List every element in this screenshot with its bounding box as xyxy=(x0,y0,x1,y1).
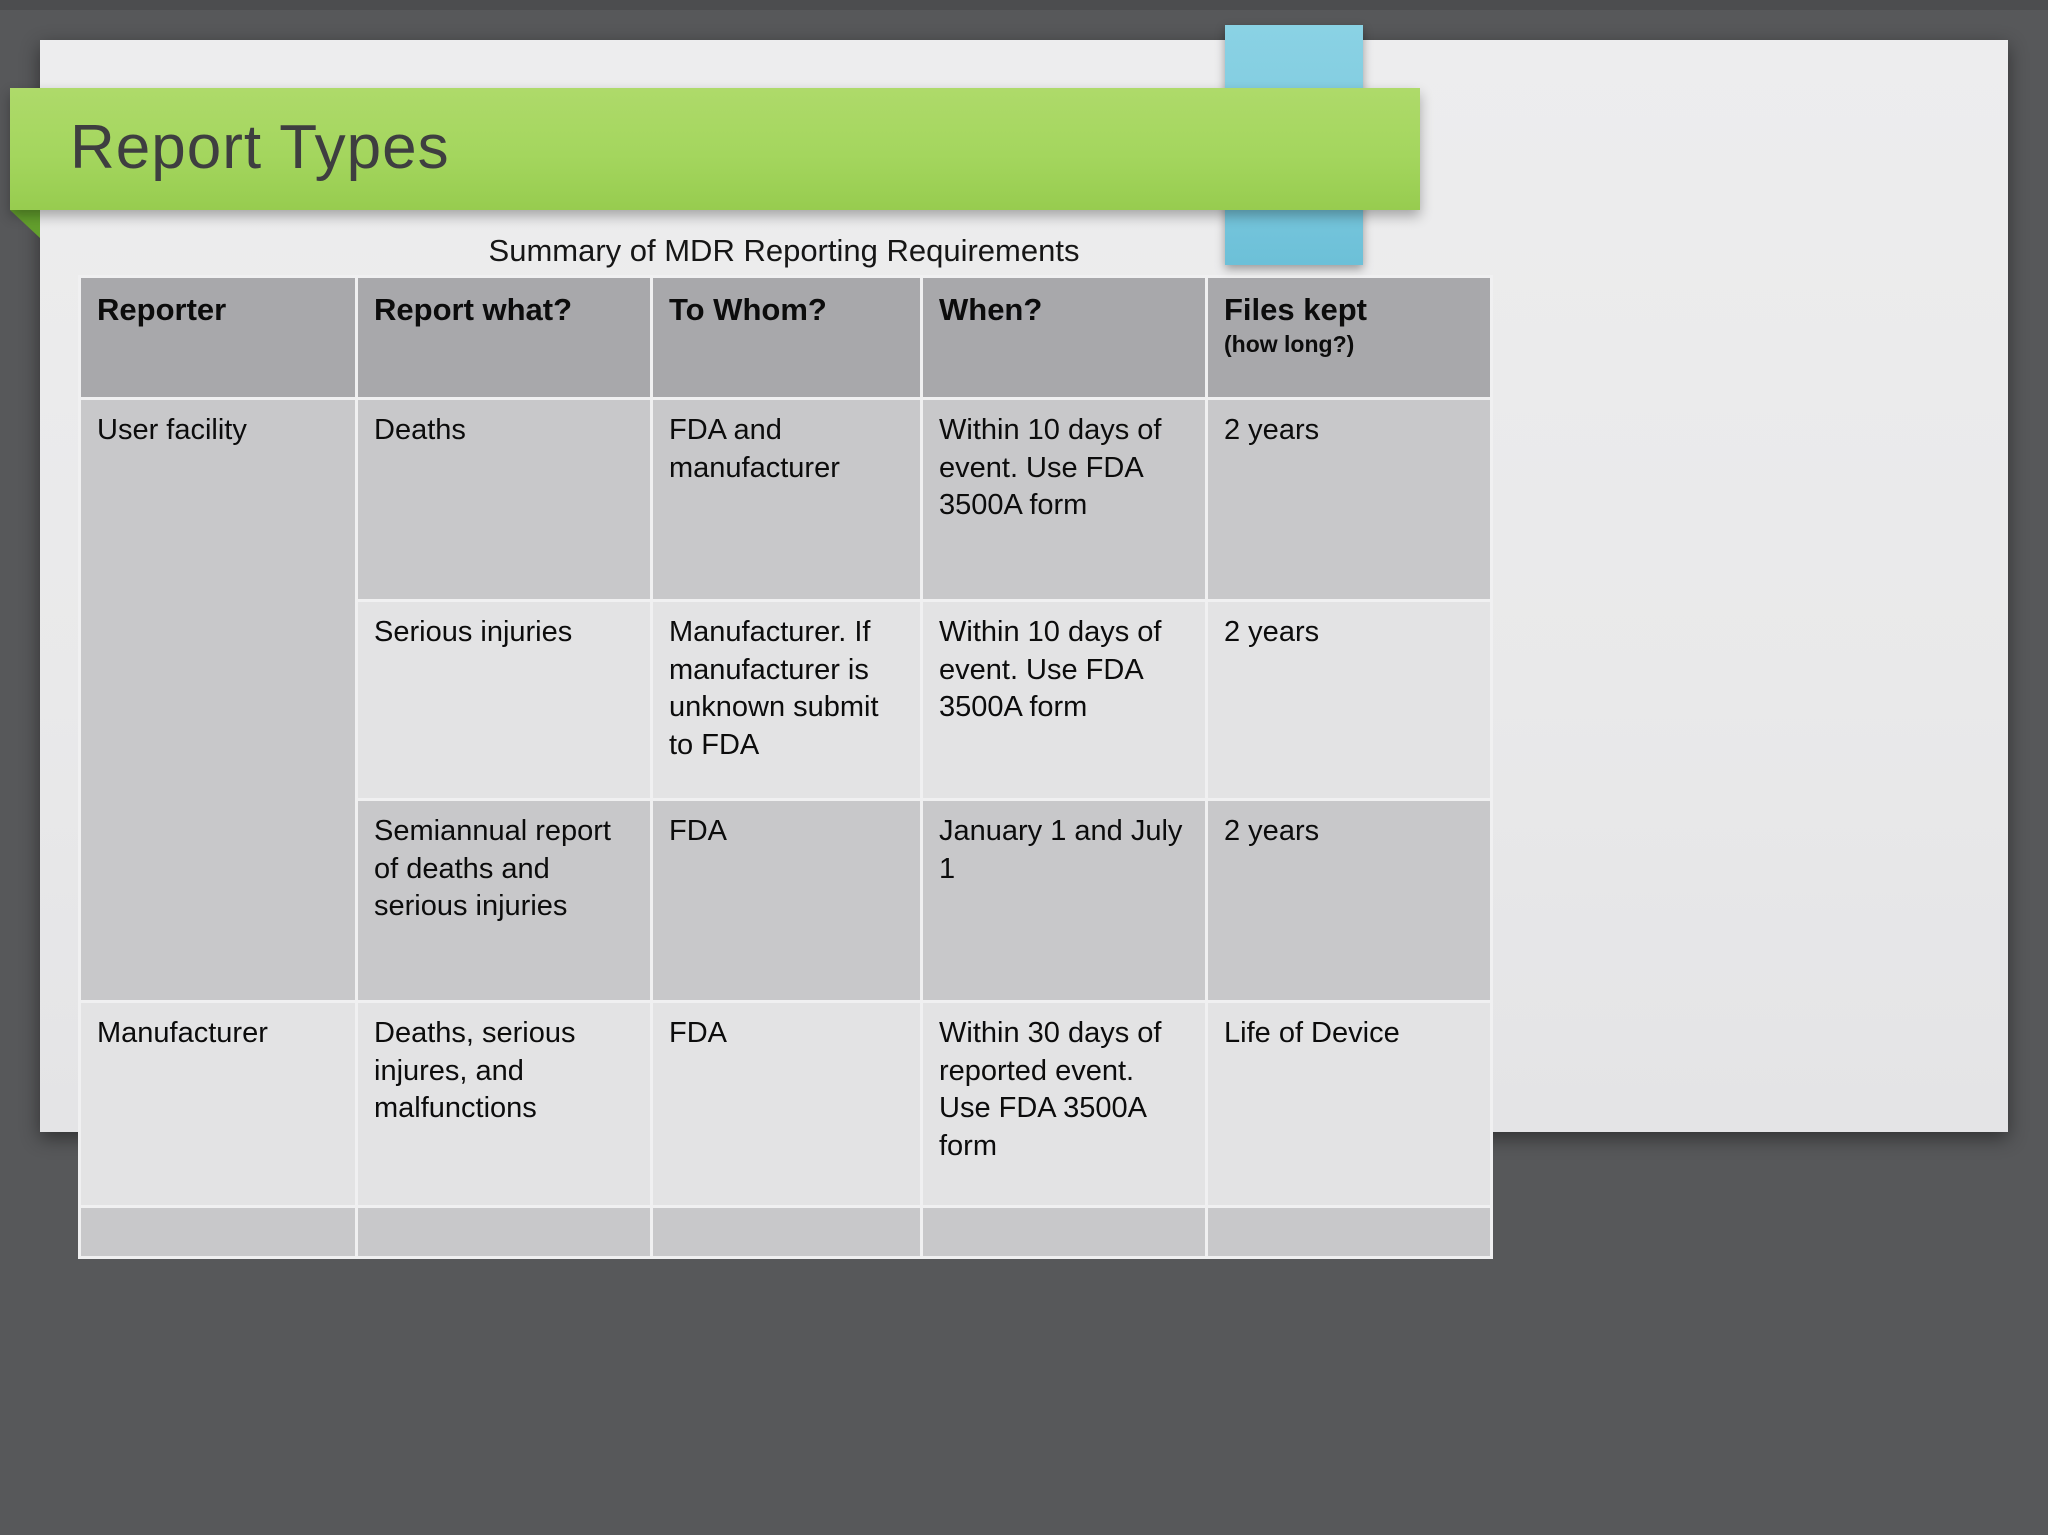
table-row: Serious injuries Manufacturer. If manufa… xyxy=(80,599,1493,801)
mdr-table: Reporter Report what? To Whom? When? Fil… xyxy=(78,275,1493,1259)
table-row: Manufacturer Deaths, serious injures, an… xyxy=(78,1000,1493,1208)
cell-reporter: User facility xyxy=(78,397,358,1003)
col-header-sublabel: (how long?) xyxy=(1224,331,1355,358)
cell-when xyxy=(920,1205,1208,1259)
col-header-label: When? xyxy=(939,292,1043,327)
slide-title: Report Types xyxy=(70,113,450,182)
col-header-reporter: Reporter xyxy=(78,275,358,400)
col-header-label: Reporter xyxy=(97,292,227,327)
slide-subtitle: Summary of MDR Reporting Requirements xyxy=(488,233,1080,268)
cell-report-what: Serious injuries xyxy=(355,599,653,801)
cell-when: January 1 and July 1 xyxy=(920,798,1208,1003)
col-header-when: When? xyxy=(920,275,1208,400)
cell-when: Within 10 days of event. Use FDA 3500A f… xyxy=(920,397,1208,602)
col-header-label: Report what? xyxy=(374,292,573,327)
slide: Summary of MDR Reporting Requirements Re… xyxy=(40,40,2008,1259)
col-header-label: To Whom? xyxy=(669,292,827,327)
top-edge-strip xyxy=(0,0,2048,10)
cell-report-what: Deaths xyxy=(355,397,653,602)
cell-to-whom: FDA and manufacturer xyxy=(650,397,923,602)
cell-to-whom xyxy=(650,1205,923,1259)
table-header-row: Reporter Report what? To Whom? When? Fil… xyxy=(78,275,1493,400)
col-header-report-what: Report what? xyxy=(355,275,653,400)
cell-report-what: Semiannual report of deaths and serious … xyxy=(355,798,653,1003)
cell-reporter xyxy=(78,1205,358,1259)
cell-files-kept: 2 years xyxy=(1205,798,1493,1003)
cell-report-what xyxy=(355,1205,653,1259)
cell-to-whom: FDA xyxy=(650,798,923,1003)
cell-report-what: Deaths, serious injures, and malfunction… xyxy=(355,1000,653,1208)
col-header-files-kept: Files kept (how long?) xyxy=(1205,275,1493,400)
cell-files-kept: 2 years xyxy=(1205,397,1493,602)
table-row: User facility Deaths FDA and manufacture… xyxy=(78,397,1493,1003)
table-row: Semiannual report of deaths and serious … xyxy=(80,798,1493,1003)
col-header-to-whom: To Whom? xyxy=(650,275,923,400)
cell-files-kept: 2 years xyxy=(1205,599,1493,801)
cell-when: Within 10 days of event. Use FDA 3500A f… xyxy=(920,599,1208,801)
cell-reporter: Manufacturer xyxy=(78,1000,358,1208)
cell-files-kept: Life of Device xyxy=(1205,1000,1493,1208)
cell-files-kept xyxy=(1205,1205,1493,1259)
cell-to-whom: FDA xyxy=(650,1000,923,1208)
cell-when: Within 30 days of reported event. Use FD… xyxy=(920,1000,1208,1208)
cell-to-whom: Manufacturer. If manufacturer is unknown… xyxy=(650,599,923,801)
table-row-empty xyxy=(78,1205,1493,1259)
col-header-label: Files kept xyxy=(1224,292,1367,327)
banner-fold xyxy=(10,210,40,238)
title-banner: Report Types xyxy=(10,88,1420,210)
